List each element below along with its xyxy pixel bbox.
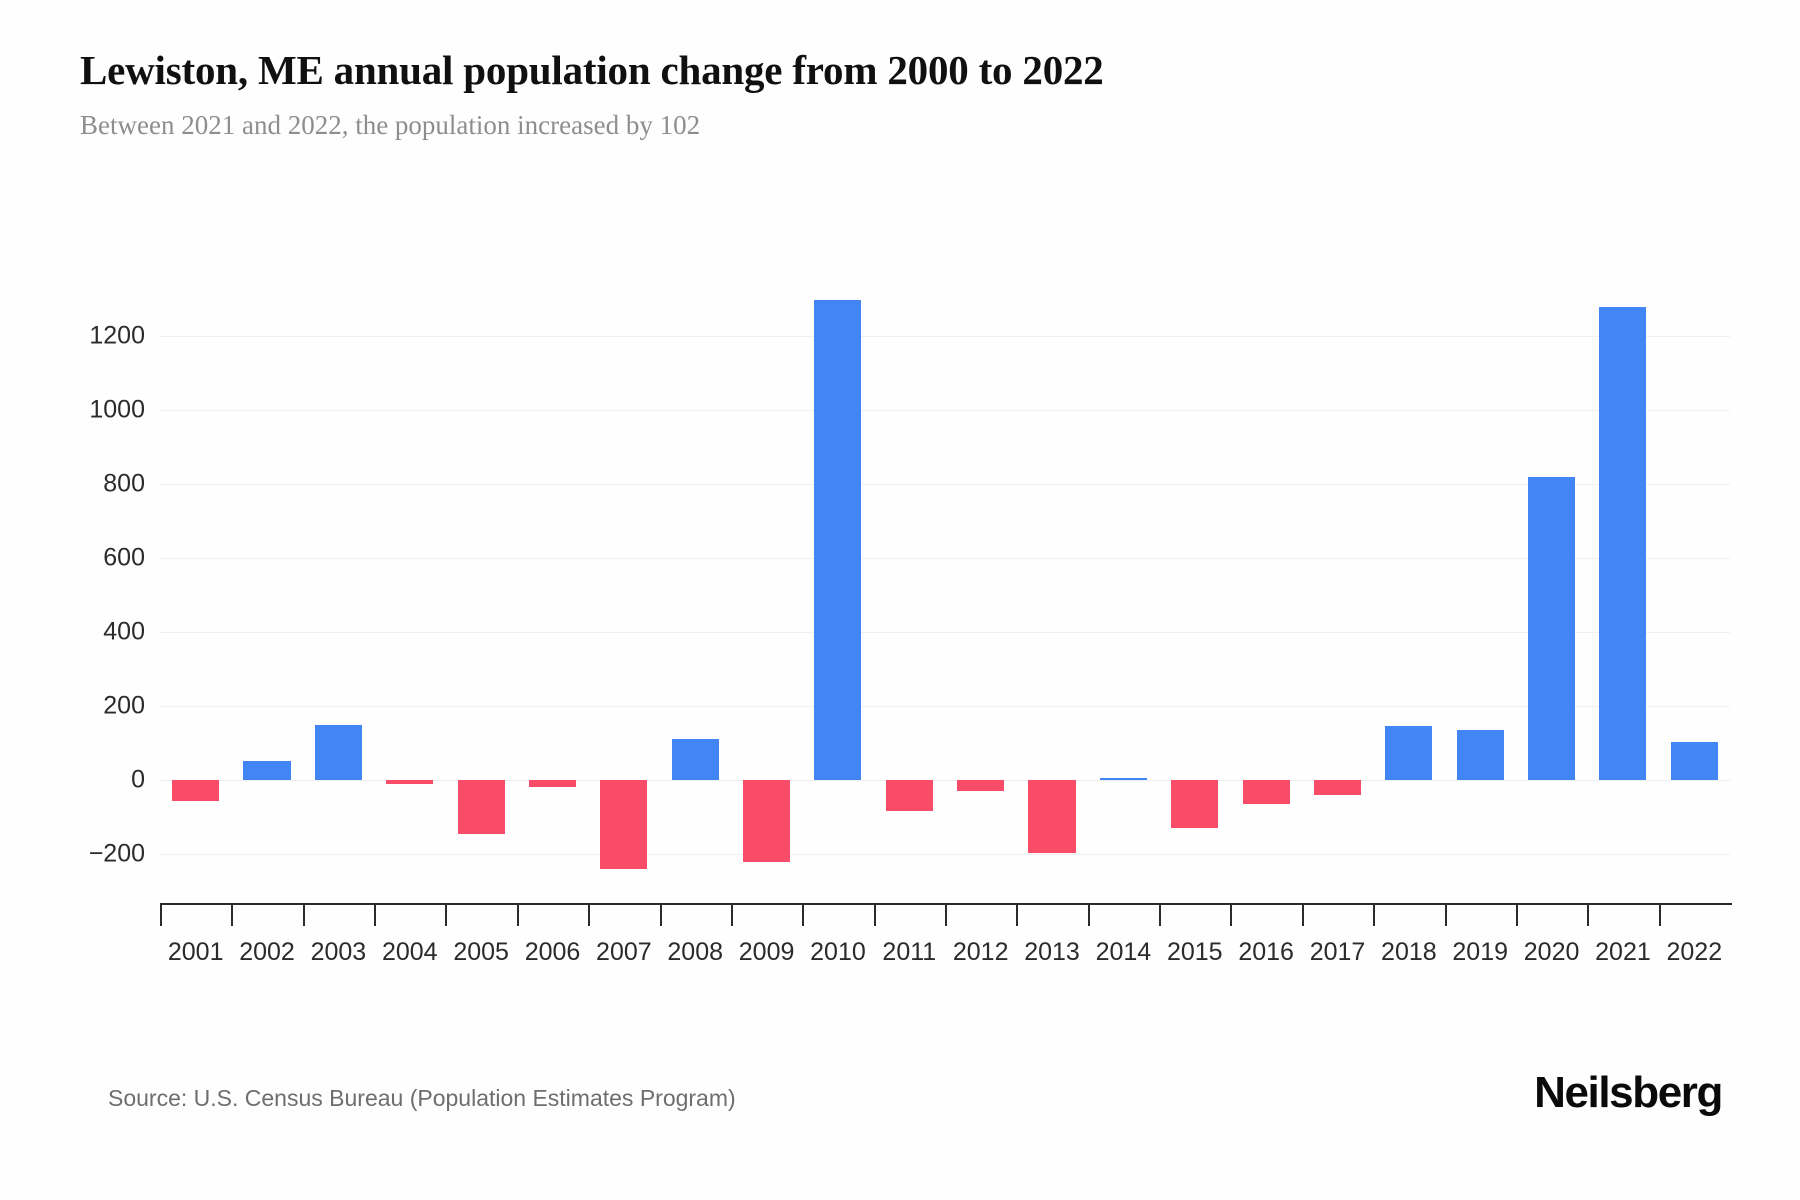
x-axis-label-2008: 2008 [667,938,724,966]
x-axis-tick [231,904,234,926]
bar-2015[interactable] [1171,780,1219,829]
gridline [160,336,1730,337]
bar-2013[interactable] [1028,780,1076,853]
y-axis-tick-label: 600 [103,543,145,572]
gridline [160,854,1730,855]
x-axis-label-2020: 2020 [1523,938,1580,966]
bar-2001[interactable] [172,780,220,802]
x-axis-tick [873,904,876,926]
x-axis-label-2018: 2018 [1381,938,1437,966]
chart-subtitle: Between 2021 and 2022, the population in… [80,109,701,140]
gridline [160,632,1730,633]
x-axis-label-2012: 2012 [952,938,1009,966]
x-axis-tick [445,904,448,926]
x-axis-tick [1658,904,1661,926]
bar-2020[interactable] [1528,476,1576,780]
bar-2007[interactable] [600,780,648,869]
x-axis-tick [1587,904,1590,926]
bar-2017[interactable] [1313,780,1362,796]
x-axis-tick [160,904,162,926]
gridline [160,558,1730,559]
x-axis-label-2003: 2003 [310,938,367,966]
bar-2018[interactable] [1385,726,1433,780]
x-axis-label-2002: 2002 [239,938,295,966]
brand-logo: Neilsberg [1534,1068,1723,1117]
y-axis-tick-label: 800 [103,469,145,498]
bar-2010[interactable] [814,300,862,780]
x-axis-label-2011: 2011 [882,938,937,966]
x-axis-label-2021: 2021 [1595,938,1651,966]
x-axis-label-2017: 2017 [1309,938,1366,966]
bar-series [160,0,1730,1200]
x-axis-tick [302,904,305,926]
y-axis-tick-label: 1000 [89,395,145,424]
bar-2016[interactable] [1242,780,1290,805]
x-axis-label-2001: 2001 [167,938,224,966]
y-axis-tick-label: −200 [88,839,145,868]
x-axis-tick [1087,904,1090,926]
y-axis-tick-label: 400 [103,617,145,646]
bar-2011[interactable] [885,780,933,812]
bar-2008[interactable] [671,739,719,780]
x-axis-tick [1444,904,1447,926]
bar-2002[interactable] [243,760,291,780]
source-note: Source: U.S. Census Bureau (Population E… [108,1085,736,1111]
bar-2021[interactable] [1599,307,1647,780]
x-axis-tick [1373,904,1376,926]
bar-2022[interactable] [1670,742,1718,780]
x-axis-label-2005: 2005 [453,938,509,966]
x-axis-tick [730,904,733,926]
x-axis-label-2004: 2004 [381,938,438,966]
x-axis-label-2006: 2006 [524,938,581,966]
x-axis-label-2014: 2014 [1095,938,1152,966]
x-axis-label-2022: 2022 [1666,938,1723,966]
gridline [160,410,1730,411]
y-axis-tick-label: 1200 [89,321,145,350]
x-axis-tick [374,904,377,926]
x-axis-tick [1515,904,1518,926]
x-axis-label-2015: 2015 [1166,938,1223,966]
x-axis-tick [802,904,805,926]
x-axis-label-2013: 2013 [1024,938,1080,966]
x-axis-tick [1301,904,1304,926]
x-axis-label-2019: 2019 [1452,938,1509,966]
gridline [160,484,1730,485]
x-axis-tick [659,904,662,926]
x-axis-label-2016: 2016 [1238,938,1294,966]
bar-2009[interactable] [743,780,791,863]
page-title: Lewiston, ME annual population change fr… [80,47,1104,93]
y-axis-tick-label: 200 [103,691,145,720]
bar-2019[interactable] [1456,730,1504,780]
bar-2014[interactable] [1099,778,1147,780]
x-axis-tick [588,904,591,926]
gridline [160,706,1730,707]
bar-2003[interactable] [314,725,362,780]
chart-header: Lewiston, ME annual population change fr… [80,47,1730,141]
x-axis-tick [516,904,519,926]
bar-2004[interactable] [386,780,434,784]
x-axis-tick [945,904,947,926]
x-axis-tick [1230,904,1233,926]
x-axis-label-2009: 2009 [738,938,795,966]
bar-2005[interactable] [457,780,505,834]
bar-2012[interactable] [957,780,1005,792]
bar-2006[interactable] [528,780,577,787]
x-axis-label-2010: 2010 [810,938,866,966]
x-axis-label-2007: 2007 [596,938,652,966]
y-axis-tick-label: 0 [131,765,145,794]
x-axis-tick [1016,904,1019,926]
gridline [160,780,1730,781]
x-axis-tick [1159,904,1162,926]
